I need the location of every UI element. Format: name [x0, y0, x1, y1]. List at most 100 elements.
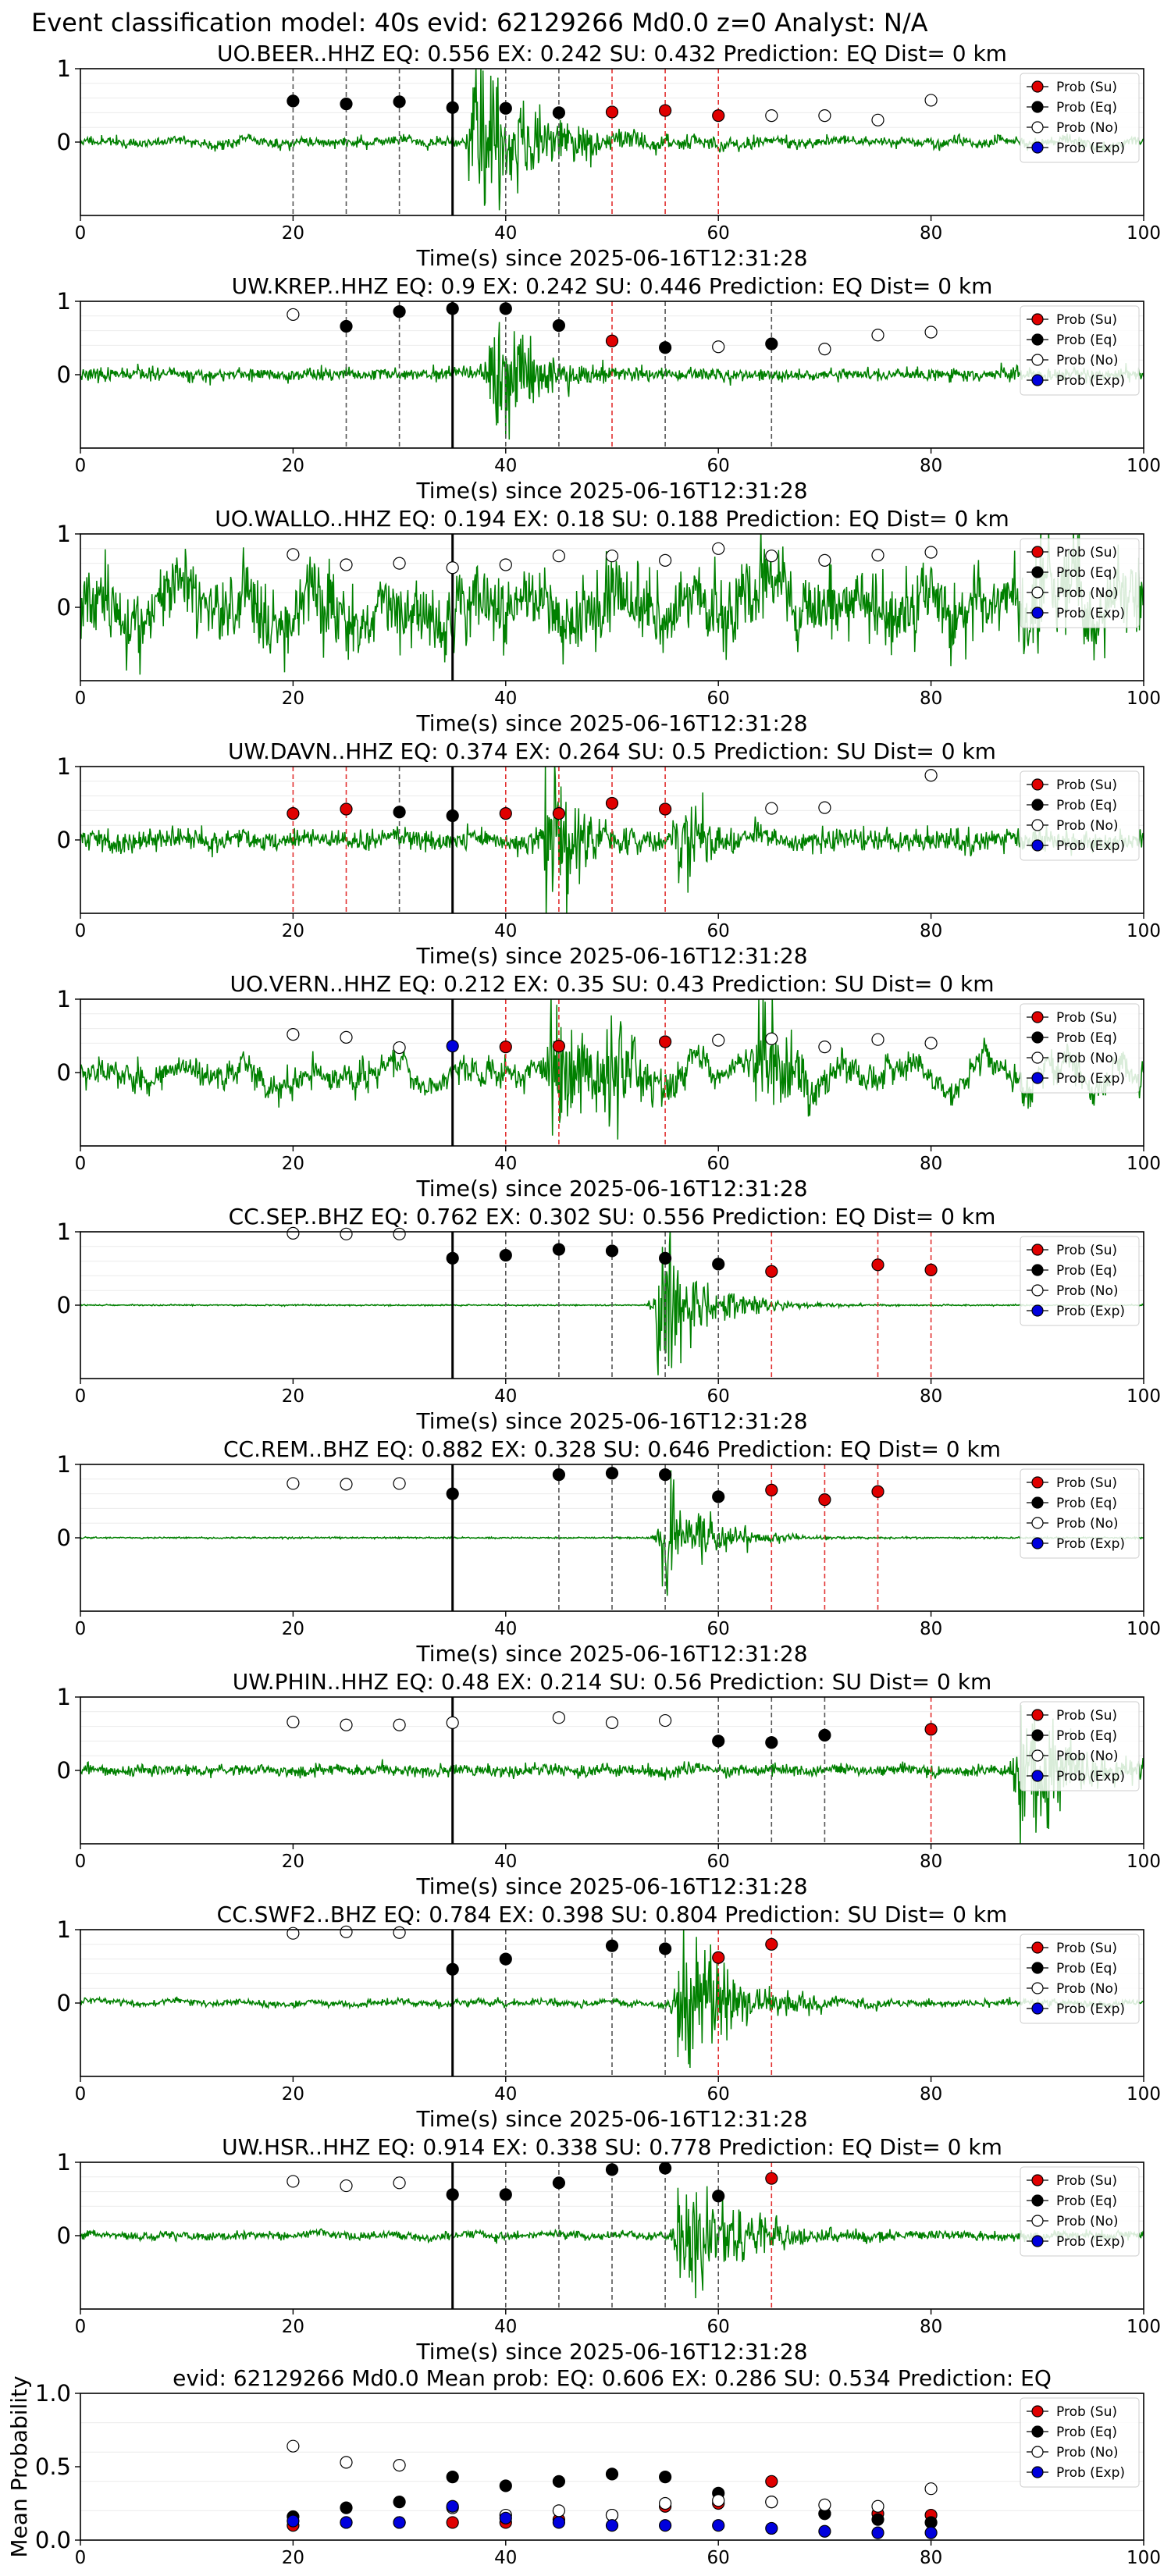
legend-marker-su — [1031, 1941, 1044, 1954]
legend-label: Prob (No) — [1056, 1981, 1119, 1997]
plot-area — [80, 301, 1144, 448]
x-tick-label: 40 — [494, 921, 517, 941]
prob-point-no — [340, 558, 353, 571]
legend-marker-eq — [1031, 2425, 1044, 2438]
x-tick-label: 20 — [282, 921, 304, 941]
legend-marker-exp — [1031, 839, 1044, 852]
prob-point-su — [499, 1040, 512, 1054]
prob-point-no — [658, 1713, 672, 1727]
x-tick-label: 0 — [75, 921, 87, 941]
mean-point-exp — [818, 2524, 831, 2538]
prob-point-no — [765, 550, 778, 563]
legend-marker-exp — [1031, 2235, 1044, 2247]
prob-point-no — [605, 1716, 619, 1729]
legend-label: Prob (Eq) — [1056, 100, 1117, 116]
y-tick-label: 1 — [57, 1916, 71, 1943]
x-tick-label: 40 — [494, 223, 517, 244]
legend-marker-no — [1031, 354, 1044, 366]
prob-point-su — [765, 1937, 778, 1951]
waveform-trace — [80, 534, 1144, 675]
legend: Prob (Su) Prob (Eq) Prob (No) Prob (Exp) — [1020, 2397, 1140, 2488]
legend-label: Prob (Su) — [1056, 1941, 1117, 1956]
x-tick-label: 100 — [1127, 1852, 1161, 1872]
x-tick-label: 0 — [75, 1386, 87, 1407]
x-tick-label: 100 — [1127, 1154, 1161, 1174]
legend-marker-su — [1031, 1011, 1044, 1023]
legend-marker-su — [1031, 313, 1044, 326]
x-tick-label: 20 — [282, 1619, 304, 1639]
mean-point-no — [765, 2496, 778, 2509]
y-tick-label: 0 — [57, 1059, 71, 1086]
x-axis-label: Time(s) since 2025-06-16T12:31:28 — [415, 1408, 807, 1434]
x-tick-label: 20 — [282, 2548, 304, 2568]
prob-point-eq — [712, 1258, 725, 1271]
prob-point-su — [605, 796, 619, 810]
legend-marker-su — [1031, 80, 1044, 93]
prob-point-no — [393, 1041, 406, 1055]
prob-point-eq — [552, 1468, 566, 1482]
legend-marker-eq — [1031, 1496, 1044, 1509]
legend-label: Prob (No) — [1056, 1516, 1119, 1532]
prob-point-eq — [605, 1939, 619, 1952]
prob-point-no — [924, 94, 938, 107]
legend-marker-no — [1031, 1982, 1044, 1994]
mean-point-no — [393, 2459, 406, 2472]
y-tick-label: 0 — [57, 2222, 71, 2249]
mean-point-exp — [393, 2516, 406, 2529]
legend-marker-eq — [1031, 1962, 1044, 1974]
x-tick-label: 0 — [75, 2548, 87, 2568]
prob-point-no — [765, 109, 778, 123]
x-tick-label: 100 — [1127, 1386, 1161, 1407]
prob-point-no — [765, 1032, 778, 1045]
y-tick-label: 0 — [57, 1525, 71, 1551]
mean-point-exp — [924, 2526, 938, 2539]
prob-point-no — [712, 340, 725, 354]
y-tick-label: 0 — [57, 827, 71, 853]
x-tick-label: 20 — [282, 2317, 304, 2337]
y-tick-label: 0.5 — [35, 2453, 71, 2480]
prob-point-su — [924, 1723, 938, 1736]
prob-point-su — [765, 1483, 778, 1497]
x-tick-label: 0 — [75, 2084, 87, 2105]
legend-marker-no — [1031, 586, 1044, 599]
mean-point-exp — [340, 2516, 353, 2529]
y-tick-label: 0 — [57, 594, 71, 621]
legend: Prob (Su) Prob (Eq) Prob (No) Prob (Exp) — [1020, 770, 1140, 861]
y-tick-label: 0 — [57, 361, 71, 388]
legend-label: Prob (No) — [1056, 585, 1119, 601]
x-axis-label: Time(s) since 2025-06-16T12:31:28 — [415, 245, 807, 271]
x-tick-label: 80 — [920, 688, 942, 709]
prob-point-no — [287, 548, 300, 561]
prob-point-eq — [658, 1468, 672, 1482]
legend: Prob (Su) Prob (Eq) Prob (No) Prob (Exp) — [1020, 1701, 1140, 1791]
prob-point-eq — [765, 1736, 778, 1749]
x-tick-label: 80 — [920, 1852, 942, 1872]
y-tick-label: 0 — [57, 1292, 71, 1318]
legend-marker-exp — [1031, 1072, 1044, 1084]
legend-label: Prob (Exp) — [1056, 1071, 1125, 1087]
x-tick-label: 20 — [282, 1852, 304, 1872]
x-tick-label: 60 — [707, 2084, 730, 2105]
plot-area — [80, 1464, 1144, 1611]
prob-point-eq — [658, 2161, 672, 2175]
legend: Prob (Su) Prob (Eq) Prob (No) Prob (Exp) — [1020, 1003, 1140, 1094]
prob-point-eq — [765, 337, 778, 350]
legend-label: Prob (Su) — [1056, 80, 1117, 95]
legend-label: Prob (Eq) — [1056, 565, 1117, 581]
prob-point-no — [924, 546, 938, 559]
y-tick-label: 1 — [57, 2149, 71, 2176]
prob-point-no — [658, 553, 672, 567]
legend-marker-su — [1031, 2405, 1044, 2418]
legend-marker-su — [1031, 546, 1044, 558]
x-tick-label: 40 — [494, 2548, 517, 2568]
prob-point-eq — [446, 1251, 459, 1265]
x-tick-label: 0 — [75, 1852, 87, 1872]
x-axis-label: Time(s) since 2025-06-16T12:31:28 — [415, 710, 807, 736]
x-tick-label: 60 — [707, 2317, 730, 2337]
prob-point-eq — [658, 1251, 672, 1265]
prob-point-no — [340, 1925, 353, 1938]
prob-point-no — [393, 2176, 406, 2190]
prob-point-no — [393, 557, 406, 570]
y-axis-label: Mean Probability — [6, 2375, 32, 2557]
prob-point-eq — [605, 2163, 619, 2176]
